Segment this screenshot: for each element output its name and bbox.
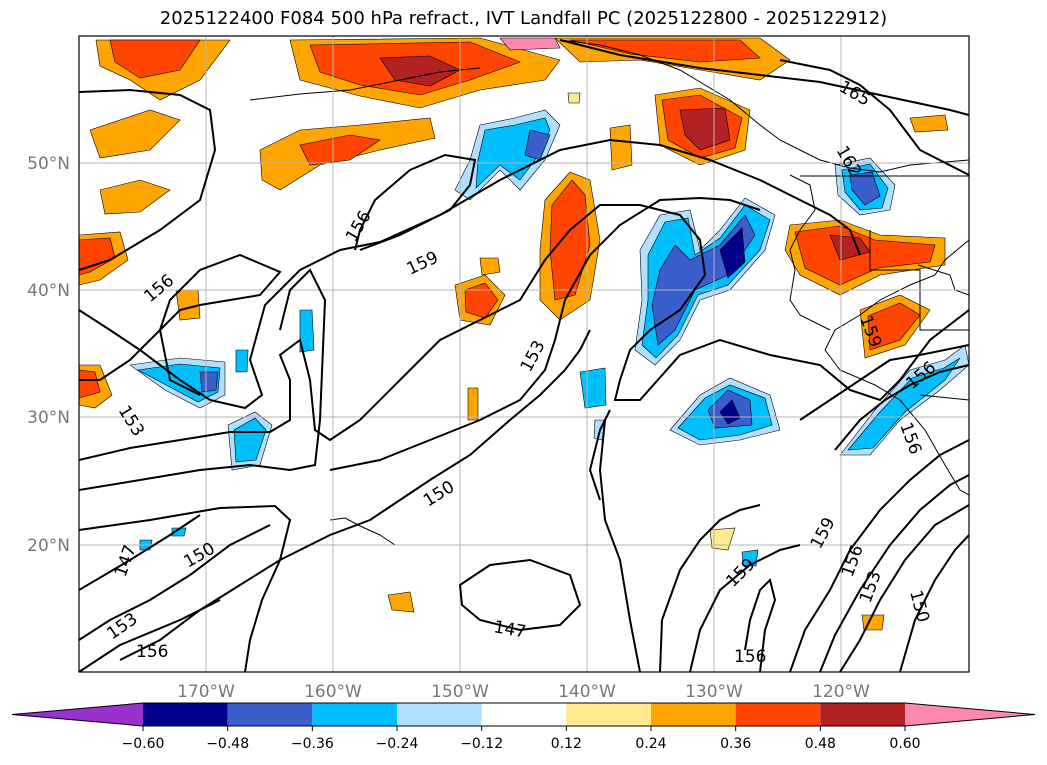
lat-tick-label: 30°N: [27, 408, 70, 428]
lat-tick-label: 20°N: [27, 536, 70, 556]
colorbar-tick-label: −0.24: [376, 736, 419, 752]
colorbar: −0.60 −0.48 −0.36 −0.24 −0.12 0.12 0.24 0.36 0.4…: [11, 702, 1036, 752]
plot-frame: [78, 35, 970, 673]
colorbar-tick-label: 0.48: [805, 736, 836, 752]
colorbar-tick-label: 0.12: [551, 736, 582, 752]
colorbar-tick-label: 0.24: [635, 736, 666, 752]
colorbar-box: [481, 703, 567, 726]
lon-tick-label: 160°W: [304, 682, 362, 702]
lon-tick-label: 120°W: [812, 682, 870, 702]
colorbar-tick-label: −0.36: [291, 736, 334, 752]
colorbar-tick-label: 0.36: [720, 736, 751, 752]
colorbar-tick-label: 0.60: [889, 736, 920, 752]
contour-lines: [79, 39, 969, 672]
map-title: 2025122400 F084 500 hPa refract., IVT La…: [159, 8, 888, 29]
colorbar-tick-label: −0.48: [206, 736, 249, 752]
colorbar-tick-label: −0.12: [460, 736, 503, 752]
colorbar-box: [820, 703, 905, 726]
coastlines: [249, 39, 969, 546]
contour-label: 156: [734, 647, 766, 667]
colorbar-box: [735, 703, 821, 726]
shading-layer: [79, 37, 969, 631]
gridlines: [79, 36, 969, 672]
colorbar-box: [312, 703, 397, 726]
lon-axis: 170°W 160°W 150°W 140°W 130°W 120°W: [177, 682, 870, 702]
colorbar-extend-low: [12, 703, 143, 726]
lat-tick-label: 40°N: [27, 281, 70, 301]
colorbar-tick-label: −0.60: [122, 736, 165, 752]
colorbar-box: [651, 703, 736, 726]
colorbar-box: [397, 703, 482, 726]
lon-tick-label: 130°W: [685, 682, 743, 702]
contour-label: 156: [136, 642, 168, 662]
colorbar-box: [227, 703, 313, 726]
lon-tick-label: 170°W: [177, 682, 235, 702]
lat-tick-label: 50°N: [27, 154, 70, 174]
colorbar-extend-high: [905, 703, 1035, 726]
colorbar-box: [566, 703, 651, 726]
colorbar-box: [143, 703, 228, 726]
lon-tick-label: 150°W: [431, 682, 489, 702]
lon-tick-label: 140°W: [558, 682, 616, 702]
lat-axis: 50°N 40°N 30°N 20°N: [27, 154, 70, 556]
